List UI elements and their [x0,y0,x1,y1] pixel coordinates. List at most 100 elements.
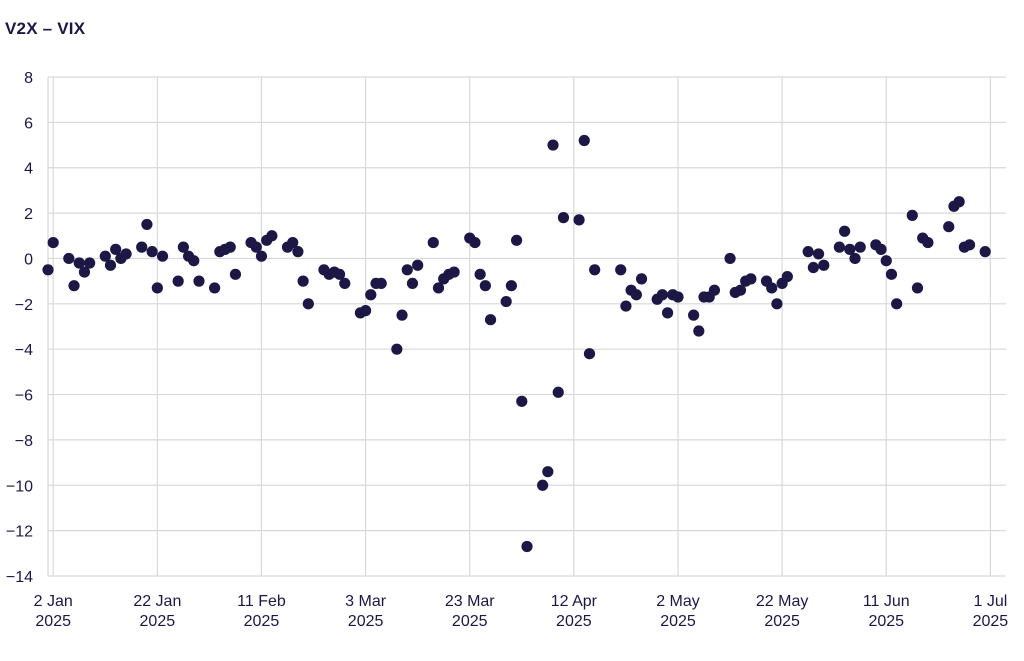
y-tick-label: 8 [24,70,33,87]
x-tick-label: 22 May 2025 [756,593,808,630]
data-point [432,282,445,294]
data-point [854,241,866,253]
data-point [104,259,117,271]
data-point [838,225,851,237]
x-tick-label: 1 Jul 2025 [973,593,1009,630]
y-tick-label: −8 [15,433,33,450]
data-point [807,261,819,274]
chart-title: V2X – VIX [5,19,86,38]
data-point [84,257,96,269]
y-tick-label: 0 [24,251,33,268]
data-point [578,134,590,147]
data-point [47,236,59,249]
data-point [396,309,408,321]
data-point [516,395,528,407]
data-point [630,289,642,301]
data-point [287,236,299,249]
data-point [812,248,825,260]
data-point [844,243,856,255]
data-point [833,241,845,253]
data-point [42,264,54,276]
data-point [359,305,372,317]
data-point [589,264,601,276]
data-point [474,268,486,280]
data-point [953,196,965,208]
data-point [375,277,387,290]
data-point [963,239,976,251]
data-point [177,241,189,253]
data-point [292,246,304,258]
data-point [688,309,700,321]
data-point [849,252,861,265]
x-tick-label: 12 Apr 2025 [551,593,598,630]
y-tick-label: −2 [15,297,33,314]
data-point [188,255,200,267]
data-point [229,268,242,280]
data-point [120,248,132,260]
data-point [505,280,517,292]
data-point [110,243,122,255]
data-point [656,289,668,301]
data-point [510,234,523,246]
data-point [745,273,757,285]
data-point [209,282,221,294]
x-axis: 2 Jan 2025 22 Jan 2025 11 Feb 2025 3 Mar 2025 23… [34,593,1009,630]
grid-lines [47,76,1006,577]
data-point [297,275,309,287]
x-tick-label: 3 Mar 2025 [345,593,387,630]
data-point [250,241,262,253]
data-point [339,277,351,290]
data-point [911,282,924,294]
data-point [151,282,163,294]
data-point [141,218,153,231]
data-point [537,479,549,491]
data-point [552,386,564,398]
x-tick-label: 23 Mar 2025 [445,593,495,630]
data-point [193,275,205,287]
data-points [42,134,991,553]
data-point [333,268,346,280]
data-point [156,250,169,262]
data-point [547,139,559,151]
y-axis: 8 6 4 2 0 −2 −4 −6 −8 −10 −12 −14 [6,70,33,586]
data-point [880,255,892,267]
data-point [724,252,736,265]
data-point [875,243,887,255]
data-point [557,212,570,224]
data-point [771,298,783,310]
data-point [891,298,903,310]
data-point [500,295,512,308]
data-point [255,250,268,262]
data-point [302,298,314,310]
x-tick-label: 2 Jan 2025 [34,593,73,630]
data-point [583,348,596,360]
data-point [635,273,648,285]
data-point [885,268,898,280]
data-point [172,275,184,287]
data-point [68,280,80,292]
data-point [136,241,148,253]
data-point [620,300,632,312]
y-tick-label: −12 [6,524,33,541]
y-tick-label: −10 [6,478,33,495]
data-point [693,325,705,337]
x-tick-label: 11 Feb 2025 [237,593,286,630]
y-tick-label: 4 [24,161,33,178]
data-point [818,259,830,271]
data-point [73,257,85,269]
data-point [266,230,278,242]
data-point [672,291,684,303]
y-tick-label: −4 [15,342,33,359]
data-point [979,246,991,258]
data-point [448,266,460,278]
data-point [802,246,814,258]
y-tick-label: −6 [15,388,33,405]
data-point [781,271,793,283]
data-point [412,259,424,271]
y-tick-label: −14 [6,569,33,586]
data-point [766,282,778,294]
data-point [469,236,481,249]
data-point [661,307,674,319]
data-point [734,284,747,296]
